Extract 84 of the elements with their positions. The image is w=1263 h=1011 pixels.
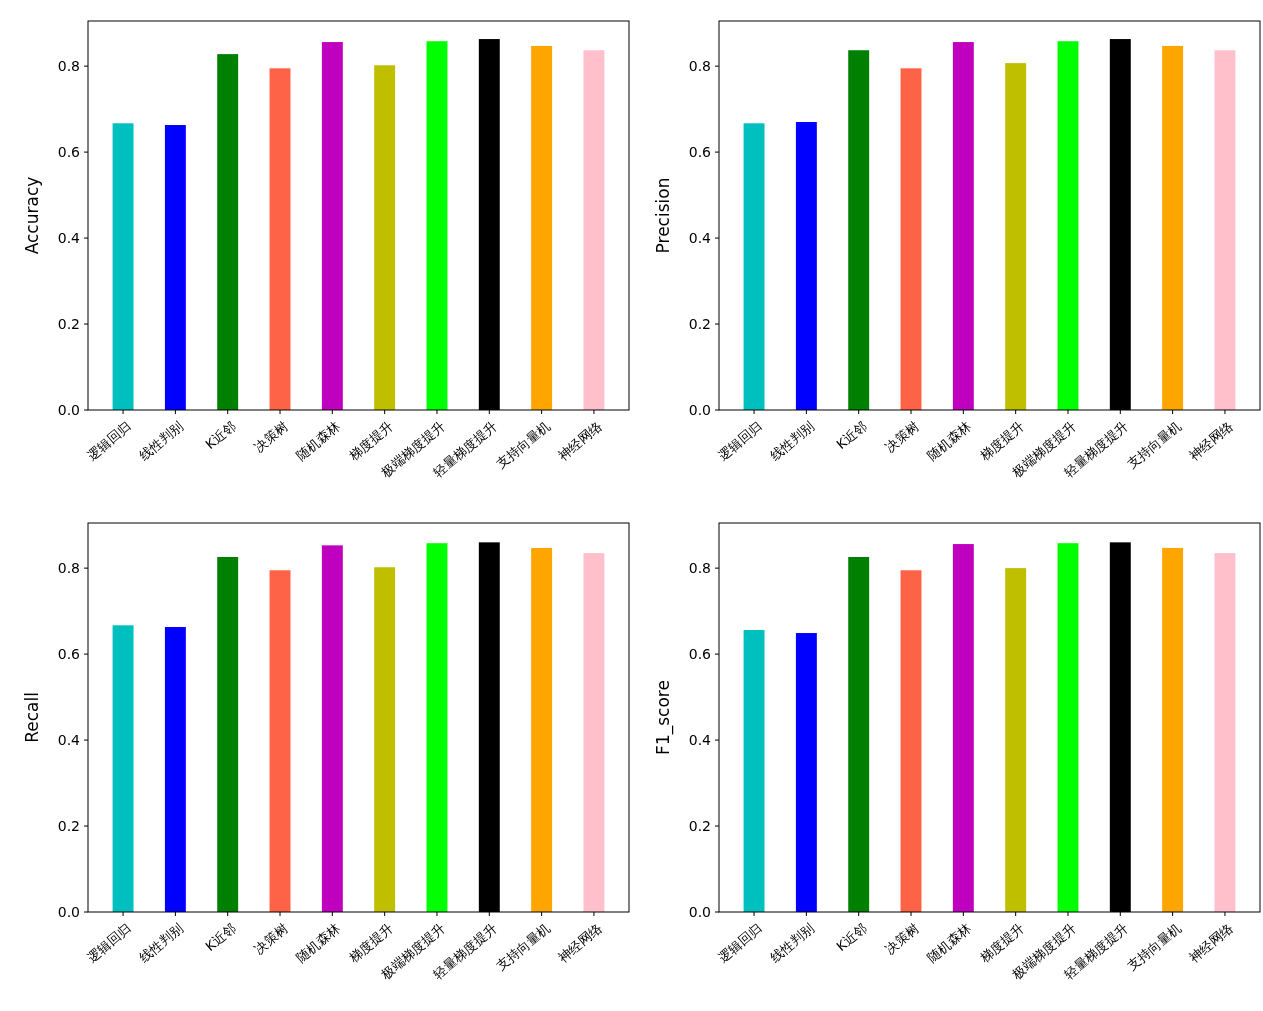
y-tick-label: 0.2 (57, 315, 80, 332)
bar (426, 41, 448, 410)
bar (952, 42, 974, 410)
x-tick-label: 神经网络 (1186, 920, 1236, 966)
y-tick-label: 0.0 (57, 401, 80, 418)
x-tick-label: K近邻 (833, 920, 870, 954)
y-tick-label: 0.6 (57, 646, 81, 662)
bar (583, 553, 605, 912)
bar (217, 54, 239, 410)
y-tick-label: 0.4 (57, 731, 81, 748)
x-tick-label: 线性判别 (136, 920, 187, 966)
y-tick-label: 0.6 (57, 144, 81, 160)
y-axis-title: F1_score (653, 680, 674, 755)
y-tick-label: 0.4 (57, 229, 81, 246)
y-axis-title: Accuracy (22, 176, 42, 255)
bar (321, 545, 343, 912)
bar (112, 625, 134, 912)
bar (1214, 553, 1236, 912)
x-tick-label: 决策树 (251, 920, 291, 957)
bar (952, 544, 974, 912)
x-tick-label: 随机森林 (924, 920, 975, 966)
bar (848, 50, 870, 410)
x-tick-label: 神经网络 (555, 920, 605, 966)
x-tick-label: 神经网络 (1186, 418, 1236, 464)
y-tick-label: 0.2 (688, 315, 711, 332)
y-tick-label: 0.4 (688, 229, 712, 246)
x-tick-label: 逻辑回归 (84, 418, 134, 464)
bar (1162, 45, 1184, 410)
bar (531, 547, 553, 912)
y-tick-label: 0.0 (688, 401, 711, 418)
bar (217, 556, 239, 912)
x-tick-label: 逻辑回归 (84, 920, 134, 966)
x-tick-label: 决策树 (882, 920, 922, 957)
bar (321, 42, 343, 410)
bar (583, 50, 605, 410)
bar (531, 45, 553, 410)
bar (112, 123, 134, 410)
bar (848, 556, 870, 912)
x-tick-label: 线性判别 (767, 418, 818, 464)
y-tick-label: 0.6 (688, 144, 712, 160)
bar (269, 68, 291, 410)
x-tick-label: 随机森林 (293, 920, 344, 966)
y-tick-label: 0.8 (57, 58, 80, 75)
x-tick-label: 随机森林 (293, 418, 344, 464)
bar (743, 123, 765, 410)
x-tick-label: 线性判别 (767, 920, 818, 966)
bar (1057, 543, 1079, 912)
y-tick-label: 0.0 (57, 903, 80, 920)
y-tick-label: 0.2 (57, 817, 80, 834)
bar (1162, 547, 1184, 912)
y-tick-label: 0.0 (688, 903, 711, 920)
bar (164, 125, 186, 410)
bar (795, 633, 817, 912)
y-tick-label: 0.6 (688, 646, 712, 662)
y-axis-title: Recall (22, 692, 42, 743)
x-tick-label: 逻辑回归 (715, 920, 765, 966)
bar (374, 567, 396, 912)
bar (1005, 568, 1027, 912)
bar (1005, 63, 1027, 410)
bar (1214, 50, 1236, 410)
x-tick-label: K近邻 (202, 920, 239, 954)
y-tick-label: 0.2 (688, 817, 711, 834)
x-tick-label: 逻辑回归 (715, 418, 765, 464)
bar (795, 122, 817, 410)
bar (900, 570, 922, 912)
x-tick-label: 决策树 (251, 418, 291, 455)
x-tick-label: K近邻 (833, 418, 870, 452)
bar (1057, 41, 1079, 410)
bar (164, 627, 186, 912)
x-tick-label: 决策树 (882, 418, 922, 455)
x-tick-label: K近邻 (202, 418, 239, 452)
y-tick-label: 0.8 (688, 560, 711, 577)
bar (426, 543, 448, 912)
x-tick-label: 随机森林 (924, 418, 975, 464)
x-tick-label: 线性判别 (136, 418, 187, 464)
y-tick-label: 0.8 (57, 560, 80, 577)
bar (743, 630, 765, 912)
bar (374, 65, 396, 410)
y-tick-label: 0.8 (688, 58, 711, 75)
bar (269, 570, 291, 912)
y-tick-label: 0.4 (688, 731, 712, 748)
x-tick-label: 神经网络 (555, 418, 605, 464)
y-axis-title: Precision (653, 177, 673, 254)
bar (900, 68, 922, 410)
